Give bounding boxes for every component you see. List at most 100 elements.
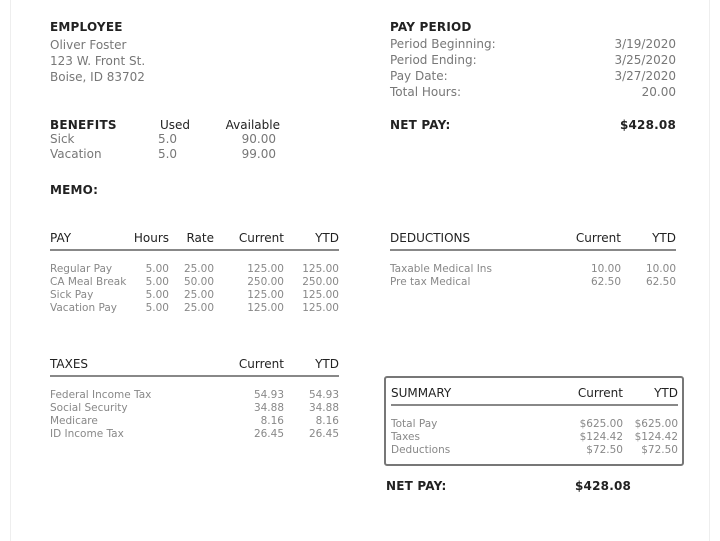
cell: 25.00 [183,263,214,275]
employee-address-1: 123 W. Front St. [50,54,146,68]
net-pay-bottom-value: $428.08 [575,479,632,493]
pay-period-title: PAY PERIOD [390,20,472,34]
cell: TAXES [50,357,89,371]
benefits-section: BENEFITS Used Available Sick 5.0 90.00 Vacatio… [50,118,280,162]
cell: Sick [50,132,75,146]
pay-row: Regular Pay 5.00 25.00 125.00 125.00 [50,263,339,276]
pay-period-row: Period Ending: 3/25/2020 [390,52,676,68]
benefits-header: BENEFITS Used Available [50,118,280,132]
cell: 62.50 [590,276,621,288]
cell: 125.00 [247,289,284,301]
cell: Current [575,231,621,245]
cell: YTD [652,231,676,245]
cell: 125.00 [302,289,339,301]
summary-box: SUMMARY Current YTD Total Pay $625.00 $625.00… [384,376,684,466]
cell: 5.0 [157,132,178,146]
cell: Current [238,357,284,371]
cell: BENEFITS [50,118,117,132]
cell: 26.45 [308,428,339,440]
cell: Period Beginning: [390,37,496,51]
cell: 54.93 [308,389,339,401]
cell: YTD [315,231,339,245]
benefits-row: Sick 5.0 90.00 [50,132,280,147]
cell: Sick Pay [50,289,94,301]
pay-header: PAY Hours Rate Current YTD [50,231,339,250]
taxes-header: TAXES Current YTD [50,357,339,376]
cell: 5.00 [145,302,169,314]
employee-section: EMPLOYEE Oliver Foster 123 W. Front St. … [50,20,145,85]
cell: 34.88 [253,402,284,414]
pay-period-row: Period Beginning: 3/19/2020 [390,36,676,52]
cell: YTD [315,357,339,371]
deductions-row: Pre tax Medical 62.50 62.50 [390,276,676,289]
cell: 250.00 [302,276,339,288]
cell: Social Security [50,402,128,414]
employee-name: Oliver Foster [50,38,127,52]
pay-period-section: PAY PERIOD Period Beginning: 3/19/2020 Per… [390,20,676,100]
cell: Period Ending: [390,53,477,67]
cell: Current [238,231,284,245]
cell: 26.45 [253,428,284,440]
cell: Medicare [50,415,98,427]
cell: 25.00 [183,302,214,314]
summary-header: SUMMARY Current YTD [391,386,678,405]
cell: $625.00 [579,418,623,430]
cell: 125.00 [302,263,339,275]
cell: $72.50 [641,444,678,456]
employee-title: EMPLOYEE [50,20,123,34]
cell: Used [159,118,190,132]
cell: 34.88 [308,402,339,414]
cell: Current [577,386,623,400]
cell: CA Meal Break [50,276,127,288]
cell: Taxes [391,431,420,443]
cell: 50.00 [183,276,214,288]
cell: 5.00 [145,289,169,301]
memo-label: MEMO: [50,183,99,197]
cell: 10.00 [590,263,621,275]
cell: 250.00 [247,276,284,288]
taxes-row: Medicare 8.16 8.16 [50,415,339,428]
cell: 3/19/2020 [614,37,676,51]
cell: Pay Date: [390,69,448,83]
cell: 125.00 [302,302,339,314]
cell: 125.00 [247,263,284,275]
cell: Total Pay [391,418,438,430]
taxes-row: Federal Income Tax 54.93 54.93 [50,389,339,402]
cell: 90.00 [241,132,276,146]
pay-section: PAY Hours Rate Current YTD Regular Pay 5.00 25.… [50,231,339,315]
cell: 8.16 [315,415,339,427]
deductions-header: DEDUCTIONS Current YTD [390,231,676,250]
cell: 3/25/2020 [614,53,676,67]
cell: 10.00 [645,263,676,275]
cell: Pre tax Medical [390,276,471,288]
cell: 3/27/2020 [614,69,676,83]
cell: 5.0 [157,147,178,161]
cell: ID Income Tax [50,428,124,440]
cell: YTD [654,386,678,400]
cell: 99.00 [241,147,276,161]
net-pay-bottom-label: NET PAY: [386,479,447,493]
net-pay-top-label: NET PAY: [390,118,451,132]
pay-row: Sick Pay 5.00 25.00 125.00 125.00 [50,289,339,302]
summary-row: Total Pay $625.00 $625.00 [391,418,678,431]
cell: Deductions [391,444,451,456]
benefits-row: Vacation 5.0 99.00 [50,147,280,162]
pay-row: CA Meal Break 5.00 50.00 250.00 250.00 [50,276,339,289]
cell: 62.50 [645,276,676,288]
cell: 54.93 [253,389,284,401]
cell: 5.00 [145,276,169,288]
cell: Vacation Pay [50,302,117,314]
taxes-row: ID Income Tax 26.45 26.45 [50,428,339,441]
taxes-row: Social Security 34.88 34.88 [50,402,339,415]
cell: Rate [186,231,214,245]
cell: $72.50 [586,444,623,456]
cell: Taxable Medical Ins [390,263,492,275]
cell: Regular Pay [50,263,113,275]
cell: PAY [50,231,72,245]
summary-row: Deductions $72.50 $72.50 [391,444,678,457]
net-pay-top-value: $428.08 [619,118,676,132]
deductions-row: Taxable Medical Ins 10.00 10.00 [390,263,676,276]
cell: 5.00 [145,263,169,275]
taxes-section: TAXES Current YTD Federal Income Tax 54.93 54… [50,357,339,441]
deductions-section: DEDUCTIONS Current YTD Taxable Medical Ins 1… [390,231,676,289]
